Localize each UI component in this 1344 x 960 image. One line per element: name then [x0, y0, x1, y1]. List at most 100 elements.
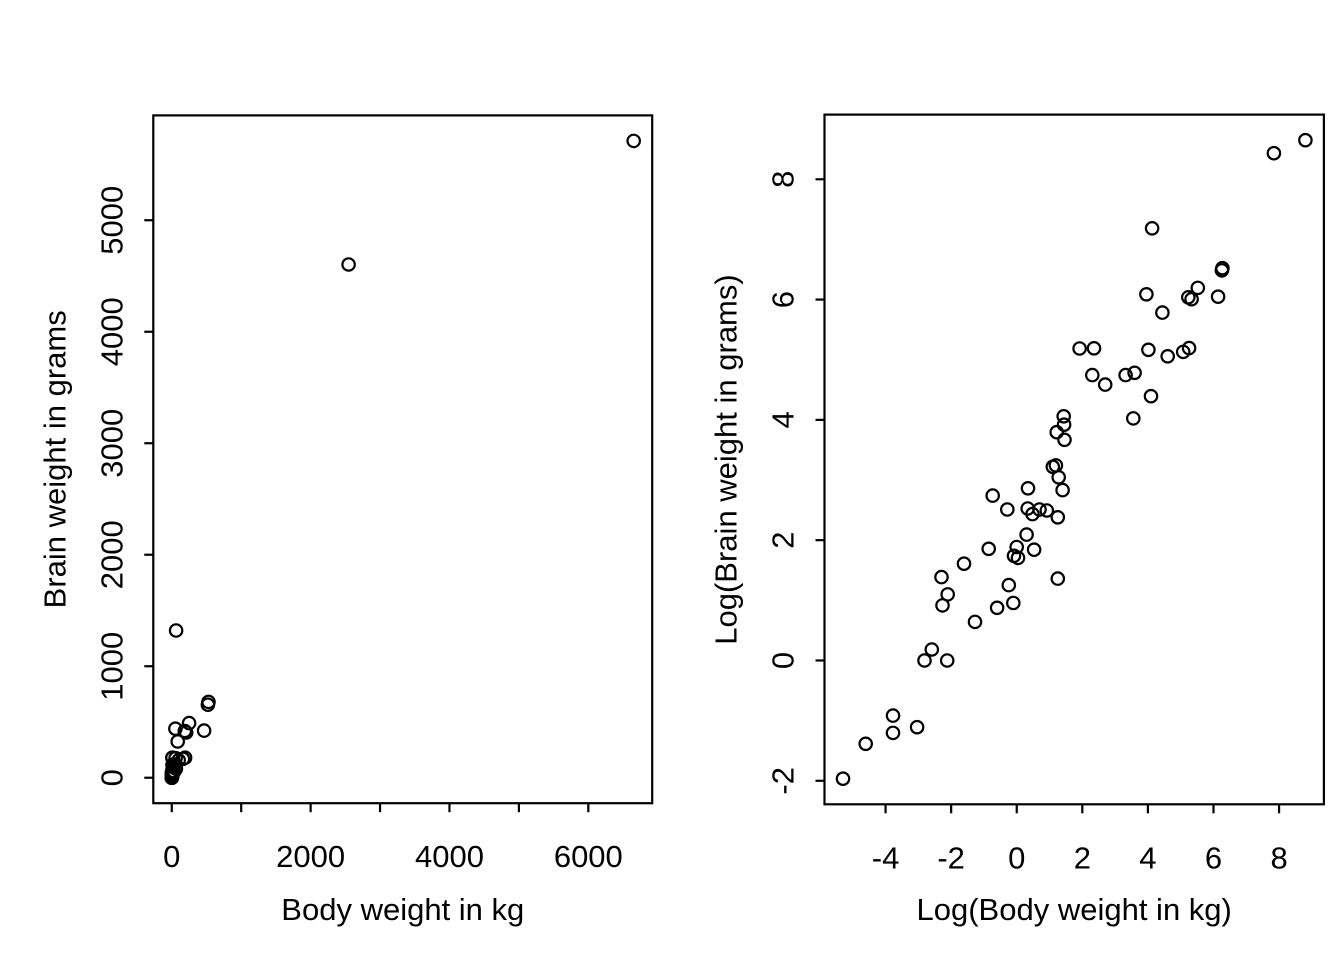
- left-x-axis-title: Body weight in kg: [281, 892, 524, 927]
- data-point-marker: [1056, 417, 1072, 432]
- data-point-marker: [1144, 221, 1160, 236]
- data-point-marker: [1001, 577, 1017, 593]
- data-point-marker: [835, 771, 851, 786]
- x-tick-label: 4: [1139, 840, 1156, 875]
- y-tick-label: 6: [766, 291, 801, 308]
- data-point-marker: [175, 751, 191, 767]
- y-tick-label: 2: [766, 532, 801, 549]
- data-point-marker: [924, 642, 940, 657]
- data-point-marker: [1097, 377, 1113, 392]
- x-tick-label: 4000: [415, 839, 484, 874]
- y-tick-label: 4000: [94, 297, 129, 366]
- data-point-marker: [1049, 424, 1064, 440]
- data-point-marker: [989, 600, 1005, 616]
- data-point-marker: [1141, 342, 1156, 358]
- plot-frame: [823, 113, 1325, 806]
- data-point-marker: [1039, 503, 1055, 518]
- x-tick-label: 8: [1270, 840, 1287, 875]
- data-point-marker: [1126, 411, 1141, 426]
- data-point-marker: [196, 723, 212, 738]
- data-point-marker: [858, 736, 873, 752]
- data-point-marker: [909, 719, 925, 735]
- data-point-marker: [1175, 344, 1191, 360]
- data-point-marker: [956, 556, 972, 571]
- data-point-marker: [164, 770, 180, 785]
- y-tick-label: 8: [766, 171, 801, 188]
- data-point-marker: [935, 598, 950, 613]
- y-tick-label: 5000: [94, 186, 129, 255]
- data-point-marker: [1160, 348, 1175, 364]
- data-point-marker: [177, 723, 193, 739]
- data-point-marker: [1005, 595, 1021, 611]
- data-point-marker: [1051, 469, 1066, 485]
- data-point-marker: [1155, 305, 1170, 320]
- data-point-marker: [1210, 289, 1226, 304]
- data-point-marker: [1215, 260, 1230, 276]
- data-point-marker: [985, 488, 1000, 503]
- data-point-marker: [168, 721, 183, 736]
- data-point-marker: [917, 653, 932, 668]
- data-point-marker: [1086, 340, 1102, 356]
- data-point-marker: [1118, 367, 1133, 383]
- y-tick-label: 1000: [94, 632, 129, 701]
- x-tick-label: 2: [1074, 840, 1091, 875]
- data-point-marker: [626, 133, 641, 149]
- data-point-marker: [1006, 548, 1022, 564]
- data-point-marker: [999, 502, 1015, 517]
- right-y-axis-title: Log(Brain weight in grams): [709, 274, 744, 644]
- data-point-marker: [1298, 132, 1313, 148]
- data-point-marker: [341, 257, 356, 272]
- data-point-marker: [1056, 408, 1071, 424]
- x-tick-label: 2000: [276, 839, 345, 874]
- x-tick-label: 6: [1205, 840, 1222, 875]
- x-tick-label: 6000: [554, 839, 623, 874]
- y-tick-label: 2000: [94, 520, 129, 589]
- data-point-marker: [1139, 286, 1154, 302]
- data-point-marker: [1072, 341, 1087, 356]
- data-point-marker: [201, 694, 216, 710]
- data-point-marker: [1045, 459, 1061, 475]
- data-point-marker: [164, 764, 180, 780]
- x-tick-label: -2: [937, 840, 965, 875]
- x-tick-label: 0: [163, 839, 180, 874]
- right-plot-area: -4 -2 0 2 4 6 8 -2 0 2 4 6 8: [766, 113, 1325, 875]
- y-tick-label: 3000: [94, 409, 129, 478]
- data-point-marker: [1050, 571, 1066, 586]
- left-plot-area: 0 2000 4000 6000 0 1000 2000 3000 4000 5000: [94, 114, 654, 874]
- data-point-marker: [1019, 527, 1034, 542]
- data-point-marker: [1190, 280, 1206, 296]
- right-x-axis-title: Log(Body weight in kg): [917, 892, 1232, 927]
- data-point-marker: [1085, 367, 1100, 383]
- data-point-marker: [168, 623, 184, 638]
- y-tick-label: 4: [766, 411, 801, 428]
- left-y-axis-title: Brain weight in grams: [37, 310, 72, 608]
- data-point-marker: [170, 734, 185, 749]
- data-point-marker: [1050, 509, 1066, 525]
- data-point-marker: [885, 708, 901, 723]
- data-point-marker: [934, 569, 949, 585]
- data-point-marker: [1184, 291, 1199, 307]
- data-point-marker: [885, 725, 901, 741]
- data-point-marker: [1057, 432, 1072, 448]
- data-point-marker: [181, 715, 197, 731]
- data-point-marker: [981, 541, 996, 557]
- data-point-marker: [939, 653, 955, 668]
- y-tick-label: -2: [766, 767, 801, 795]
- data-point-marker: [1143, 388, 1159, 404]
- data-point-marker: [1055, 482, 1070, 498]
- y-tick-label: 0: [766, 652, 801, 669]
- plot-frame: [152, 114, 654, 805]
- data-point-marker: [1127, 365, 1142, 381]
- data-point-marker: [1026, 542, 1042, 557]
- x-tick-label: -4: [872, 840, 900, 875]
- x-tick-label: 0: [1008, 840, 1025, 875]
- data-point-marker: [1025, 506, 1040, 522]
- data-point-marker: [1266, 145, 1282, 161]
- data-point-marker: [967, 614, 983, 630]
- data-point-marker: [1020, 480, 1036, 496]
- left-plot: 0 2000 4000 6000 0 1000 2000 3000 4000 5000 Body …: [37, 114, 654, 927]
- y-tick-label: 0: [94, 769, 129, 786]
